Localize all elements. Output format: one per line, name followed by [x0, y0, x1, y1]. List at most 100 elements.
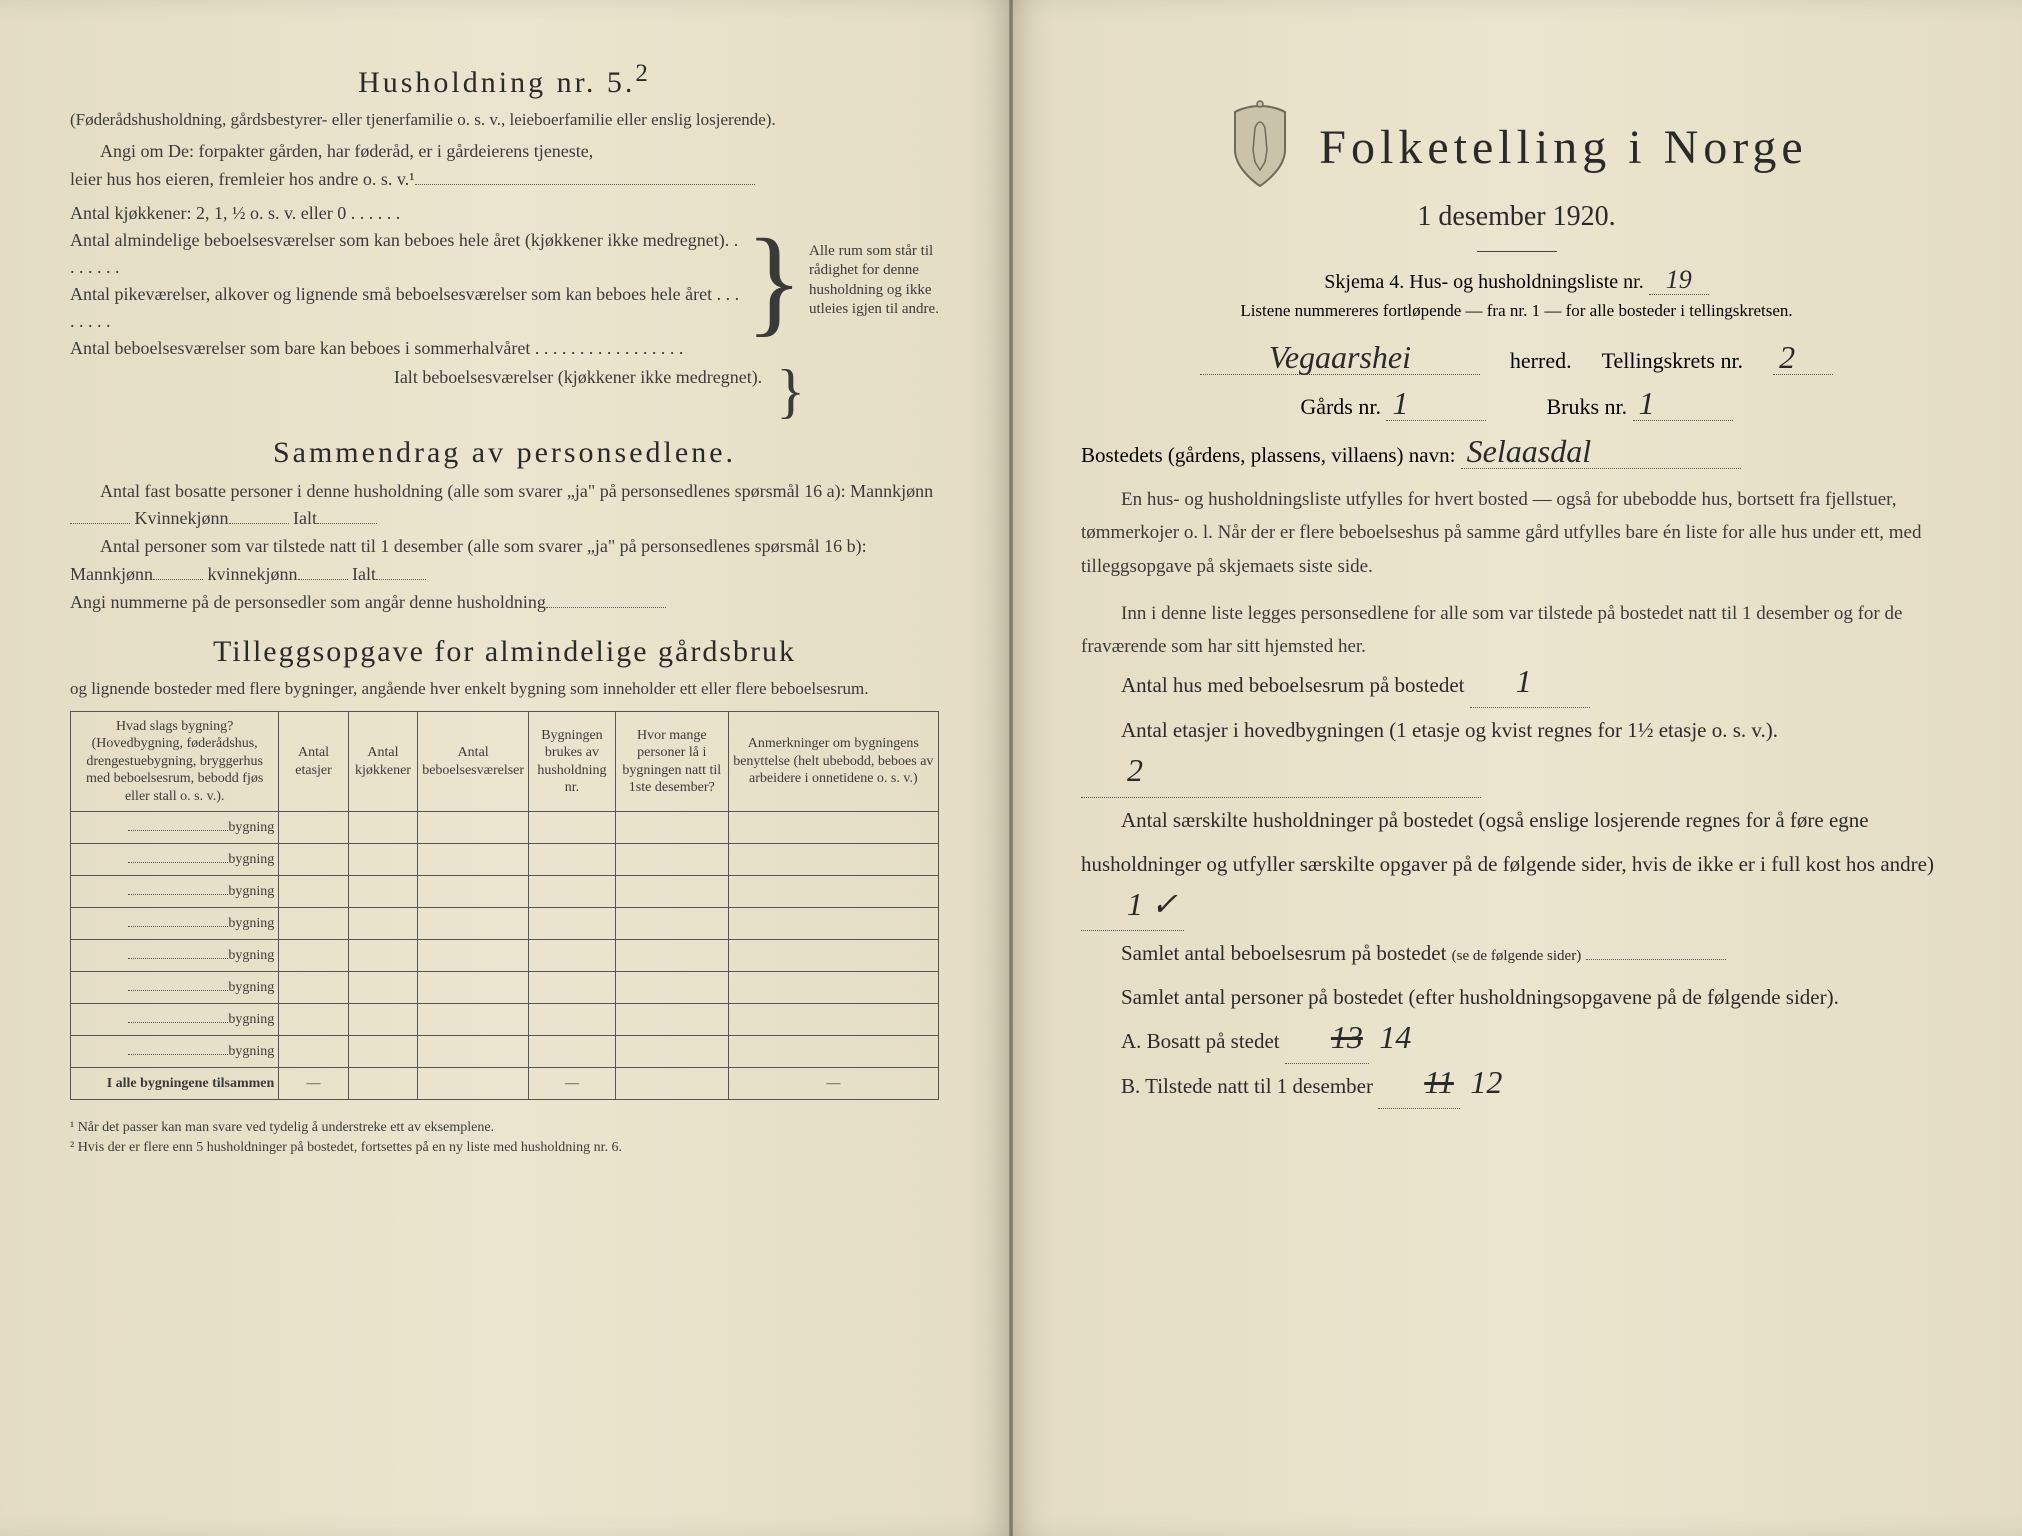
sum-dash: — [279, 1068, 348, 1100]
row-label-cell: bygning [71, 1036, 279, 1068]
skjema-line: Skjema 4. Hus- og husholdningsliste nr. … [1081, 270, 1952, 295]
sammen-p1a: Antal fast bosatte personer i denne hush… [100, 481, 933, 501]
bruk-value: 1 [1639, 385, 1655, 421]
table-cell [279, 812, 348, 844]
table-cell [279, 844, 348, 876]
table-cell [728, 972, 938, 1004]
gard-value: 1 [1392, 385, 1408, 421]
table-body: bygningbygningbygningbygningbygningbygni… [71, 812, 939, 1068]
blank [317, 523, 377, 524]
para-2: Inn i denne liste legges personsedlene f… [1081, 597, 1952, 664]
blank [153, 579, 203, 580]
table-cell [348, 972, 417, 1004]
table-cell [529, 1036, 616, 1068]
sum-cell [615, 1068, 728, 1100]
f3-label: Antal særskilte husholdninger på bostede… [1081, 808, 1934, 876]
herred-label: herred. [1510, 348, 1572, 374]
sammen-p2a: Antal personer som var tilstede natt til… [70, 536, 867, 584]
f3-field: 1 ✓ [1081, 886, 1184, 931]
curly-brace-small-icon: } [772, 364, 809, 418]
angi-line-2: leier hus hos eieren, fremleier hos andr… [70, 166, 939, 194]
table-cell [348, 940, 417, 972]
table-cell [728, 1004, 938, 1036]
title-row: Folketelling i Norge [1081, 100, 1952, 195]
gard-row: Gårds nr. 1 Bruks nr. 1 [1081, 391, 1952, 421]
table-cell [418, 812, 529, 844]
sammen-p2: Antal personer som var tilstede natt til… [70, 533, 939, 589]
blank [298, 579, 348, 580]
h5-title: Husholdning nr. 5.2 [70, 60, 939, 100]
table-header-row: Hvad slags bygning? (Hovedbygning, føder… [71, 711, 939, 812]
sammen-p3-text: Angi nummerne på de personsedler som ang… [70, 592, 546, 612]
table-cell [529, 812, 616, 844]
th-0: Hvad slags bygning? (Hovedbygning, føder… [71, 711, 279, 812]
row-label-cell: bygning [71, 972, 279, 1004]
curly-brace-icon: } [739, 227, 809, 335]
kjokken-line: Antal kjøkkener: 2, 1, ½ o. s. v. eller … [70, 200, 739, 227]
krets-value: 2 [1779, 339, 1795, 375]
gard-field: 1 [1386, 391, 1486, 421]
table-cell [615, 876, 728, 908]
field-personer: Samlet antal personer på bostedet (efter… [1081, 975, 1952, 1019]
table-cell [529, 876, 616, 908]
fB-value-struck: 11 [1424, 1064, 1454, 1100]
left-page: Husholdning nr. 5.2 (Føderådshusholdning… [0, 0, 1011, 1536]
brace-l3: Antal beboelsesværelser som bare kan beb… [70, 335, 739, 362]
field-A: A. Bosatt på stedet 13 14 [1081, 1019, 1952, 1064]
table-cell [615, 908, 728, 940]
th-6: Anmerkninger om bygningens benyttelse (h… [728, 711, 938, 812]
bruk-label: Bruks nr. [1546, 394, 1627, 419]
f1-label: Antal hus med beboelsesrum på bostedet [1121, 673, 1465, 697]
f1-field: 1 [1470, 663, 1590, 708]
herred-field: Vegaarshei [1200, 345, 1480, 375]
table-cell [529, 1004, 616, 1036]
row-label-cell: bygning [71, 1004, 279, 1036]
row-label-cell: bygning [71, 940, 279, 972]
brace-l1: Antal almindelige beboelsesværelser som … [70, 227, 739, 281]
krets-label: Tellingskrets nr. [1602, 348, 1743, 374]
th-5: Hvor mange personer lå i bygningen natt … [615, 711, 728, 812]
sum-label: I alle bygningene tilsammen [71, 1068, 279, 1100]
row-label-cell: bygning [71, 908, 279, 940]
table-cell [418, 972, 529, 1004]
row-label-cell: bygning [71, 844, 279, 876]
table-cell [348, 1004, 417, 1036]
table-cell [728, 1036, 938, 1068]
th-1: Antal etasjer [279, 711, 348, 812]
table-cell [728, 812, 938, 844]
fA-value-2: 14 [1379, 1019, 1411, 1055]
sammen-p1: Antal fast bosatte personer i denne hush… [70, 478, 939, 534]
table-row: bygning [71, 1036, 939, 1068]
table-cell [348, 908, 417, 940]
fA-value-struck: 13 [1331, 1019, 1363, 1055]
row-label-cell: bygning [71, 876, 279, 908]
h5-subtitle: (Føderådshusholdning, gårdsbestyrer- ell… [70, 108, 939, 132]
sammen-p1b: Kvinnekjønn [135, 508, 229, 528]
table-row: bygning [71, 876, 939, 908]
book-spine [1009, 0, 1013, 1536]
h5-sup: 2 [635, 60, 651, 87]
angi-line-1: Angi om De: forpakter gården, har føderå… [70, 138, 939, 166]
divider [1477, 251, 1557, 252]
fA-field-1: 13 [1285, 1019, 1369, 1064]
table-cell [418, 1036, 529, 1068]
brace-right-note: Alle rum som står til rådighet for denne… [809, 242, 939, 320]
blank [70, 523, 130, 524]
field-husholdninger: Antal særskilte husholdninger på bostede… [1081, 798, 1952, 931]
th-2: Antal kjøkkener [348, 711, 417, 812]
footnote-2: ² Hvis der er flere enn 5 husholdninger … [70, 1138, 939, 1158]
fA-label: A. Bosatt på stedet [1121, 1029, 1280, 1053]
sum-dash: — [728, 1068, 938, 1100]
table-row: bygning [71, 908, 939, 940]
table-cell [279, 908, 348, 940]
norway-crest-icon [1225, 100, 1295, 195]
sammen-p2c: Ialt [352, 564, 376, 584]
f2-field: 2 [1081, 752, 1481, 797]
table-cell [529, 940, 616, 972]
herred-value: Vegaarshei [1269, 339, 1411, 375]
table-cell [348, 1036, 417, 1068]
f3-value: 1 ✓ [1127, 886, 1178, 922]
footnote-1: ¹ Når det passer kan man svare ved tydel… [70, 1118, 939, 1138]
main-title: Folketelling i Norge [1319, 120, 1807, 175]
bruk-field: 1 [1633, 391, 1733, 421]
